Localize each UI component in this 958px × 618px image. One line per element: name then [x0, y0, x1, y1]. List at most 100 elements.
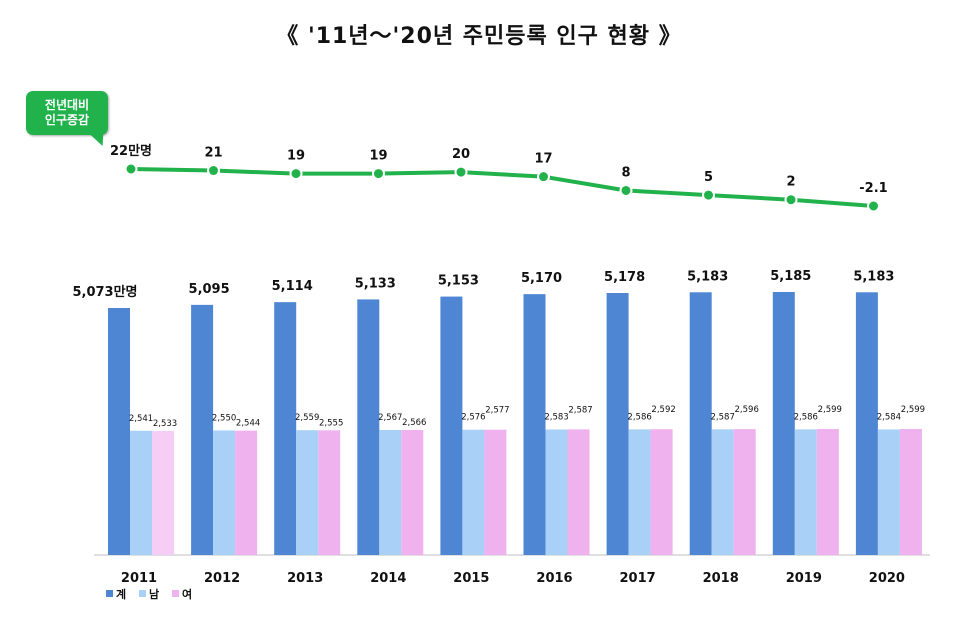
line-point-2019 — [784, 193, 798, 207]
bar-total-2016 — [523, 294, 546, 555]
label-male-2015: 2,576 — [461, 413, 485, 423]
label-male-2012: 2,550 — [212, 413, 236, 423]
line-point-2014 — [372, 167, 385, 181]
line-label-2012: 21 — [204, 146, 222, 161]
bar-female-2011 — [152, 431, 174, 555]
legend-label-1: 남 — [149, 588, 159, 601]
label-male-2011: 2,541 — [129, 414, 153, 424]
x-tick-2012: 2012 — [204, 571, 240, 586]
line-label-2020: -2.1 — [859, 181, 887, 196]
label-female-2015: 2,577 — [485, 406, 509, 416]
badge-line2: 인구증감 — [44, 113, 90, 127]
label-male-2016: 2,583 — [544, 412, 568, 422]
x-tick-2011: 2011 — [121, 571, 157, 586]
callout-badge: 전년대비 인구증감 — [26, 91, 108, 135]
line-point-2013 — [289, 167, 303, 181]
label-total-2017: 5,178 — [604, 270, 645, 285]
label-total-2020: 5,183 — [853, 269, 894, 284]
line-label-2015: 20 — [452, 147, 470, 162]
bar-total-2011 — [108, 308, 130, 555]
x-tick-2015: 2015 — [453, 571, 489, 586]
label-male-2014: 2,567 — [378, 413, 402, 423]
label-female-2016: 2,587 — [568, 405, 592, 415]
bar-female-2014 — [401, 430, 424, 555]
bar-total-2020 — [855, 292, 878, 555]
legend-label-2: 여 — [182, 587, 192, 601]
label-female-2013: 2,555 — [319, 418, 343, 428]
bar-female-2012 — [235, 430, 258, 555]
bar-male-2015 — [462, 429, 485, 555]
bar-total-2019 — [772, 292, 795, 555]
label-total-2013: 5,114 — [272, 279, 313, 294]
label-total-2019: 5,185 — [770, 269, 811, 284]
label-male-2017: 2,586 — [627, 412, 651, 422]
x-tick-2019: 2019 — [786, 571, 822, 586]
legend-swatch-2 — [172, 590, 179, 597]
bar-female-2020 — [899, 429, 922, 555]
line-point-2020 — [867, 199, 880, 213]
line-label-2016: 17 — [534, 152, 552, 167]
bar-male-2016 — [545, 429, 568, 555]
bar-male-2017 — [628, 429, 651, 555]
x-tick-2017: 2017 — [620, 571, 656, 586]
line-label-2019: 2 — [786, 175, 795, 190]
chart-title: 《 '11년～'20년 주민등록 인구 현황 》 — [276, 24, 682, 49]
x-tick-2016: 2016 — [536, 571, 572, 586]
bar-female-2013 — [318, 430, 341, 555]
label-total-2012: 5,095 — [189, 282, 230, 297]
bar-male-2019 — [794, 429, 817, 555]
label-male-2019: 2,586 — [794, 412, 818, 422]
bar-total-2013 — [274, 302, 297, 555]
label-total-2015: 5,153 — [438, 274, 479, 289]
legend-swatch-1 — [139, 590, 146, 597]
line-label-2017: 8 — [621, 165, 630, 180]
label-total-2011: 5,073만명 — [72, 284, 137, 300]
badge-line1: 전년대비 — [44, 98, 90, 112]
label-female-2020: 2,599 — [901, 405, 925, 415]
line-change — [130, 167, 874, 208]
bar-male-2012 — [213, 430, 236, 555]
line-label-2013: 19 — [287, 149, 305, 164]
line-point-2011 — [124, 162, 138, 176]
bar-female-2019 — [816, 429, 839, 555]
line-point-2015 — [454, 165, 468, 179]
bar-female-2016 — [567, 429, 590, 555]
bar-total-2015 — [440, 296, 463, 555]
legend-label-0: 계 — [116, 587, 126, 601]
label-total-2018: 5,183 — [687, 269, 728, 284]
x-tick-2020: 2020 — [869, 571, 905, 586]
bar-total-2012 — [191, 304, 214, 555]
label-female-2017: 2,592 — [651, 405, 675, 415]
label-male-2013: 2,559 — [295, 413, 319, 423]
bar-male-2020 — [877, 429, 900, 555]
line-label-2011: 22만명 — [110, 143, 152, 159]
line-point-2017 — [619, 183, 633, 197]
x-tick-2018: 2018 — [703, 571, 739, 586]
x-tick-2013: 2013 — [287, 571, 323, 586]
line-point-2018 — [702, 188, 715, 202]
bar-male-2013 — [296, 430, 319, 555]
x-tick-2014: 2014 — [370, 571, 406, 586]
label-male-2018: 2,587 — [711, 412, 735, 422]
bar-male-2011 — [130, 430, 152, 555]
label-female-2012: 2,544 — [236, 419, 260, 429]
bar-male-2018 — [711, 429, 734, 555]
legend-swatch-0 — [106, 590, 113, 597]
bar-female-2018 — [733, 429, 756, 555]
line-label-2014: 19 — [369, 149, 387, 164]
label-female-2018: 2,596 — [735, 405, 759, 415]
label-female-2011: 2,533 — [153, 419, 177, 429]
label-female-2014: 2,566 — [402, 418, 426, 428]
bar-female-2017 — [650, 429, 673, 555]
line-point-2012 — [207, 164, 220, 178]
bar-male-2014 — [379, 429, 402, 555]
bar-total-2014 — [357, 299, 380, 555]
label-female-2019: 2,599 — [818, 405, 842, 415]
bar-total-2017 — [606, 293, 629, 555]
line-label-2018: 5 — [704, 170, 713, 185]
label-male-2020: 2,584 — [877, 412, 901, 422]
bar-female-2015 — [484, 429, 507, 555]
bar-total-2018 — [689, 292, 712, 555]
line-point-2016 — [537, 170, 550, 184]
